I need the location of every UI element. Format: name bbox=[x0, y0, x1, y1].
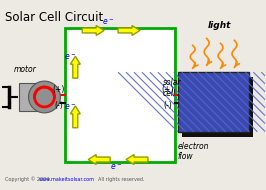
Text: (-): (-) bbox=[163, 101, 172, 110]
Text: electron
flow: electron flow bbox=[178, 142, 209, 161]
FancyArrow shape bbox=[118, 25, 140, 36]
FancyArrow shape bbox=[126, 154, 148, 165]
Text: (+): (+) bbox=[52, 85, 65, 94]
Bar bbox=[65, 28, 175, 162]
Text: $e^-$: $e^-$ bbox=[110, 162, 122, 172]
Text: $e^-$: $e^-$ bbox=[102, 17, 114, 26]
Text: motor: motor bbox=[14, 65, 37, 74]
Bar bbox=[19, 83, 40, 111]
Text: $e^-$: $e^-$ bbox=[64, 53, 76, 62]
Text: Solar Cell Circuit: Solar Cell Circuit bbox=[5, 11, 103, 24]
Text: (+): (+) bbox=[162, 85, 174, 94]
Circle shape bbox=[28, 81, 60, 113]
Text: $e^-$: $e^-$ bbox=[64, 102, 76, 112]
Text: Copyright © 2004: Copyright © 2004 bbox=[5, 177, 52, 182]
Text: light: light bbox=[208, 21, 231, 30]
Text: All rights reserved.: All rights reserved. bbox=[95, 177, 145, 182]
FancyArrow shape bbox=[70, 56, 80, 78]
FancyArrow shape bbox=[82, 25, 104, 36]
Text: solar
cell: solar cell bbox=[163, 78, 181, 98]
Text: www.makeitsolsar.com: www.makeitsolsar.com bbox=[39, 177, 94, 182]
Text: (-): (-) bbox=[54, 101, 63, 110]
FancyArrow shape bbox=[70, 106, 80, 128]
Bar bbox=[178, 72, 250, 132]
FancyArrow shape bbox=[88, 154, 110, 165]
Bar bbox=[182, 77, 253, 137]
